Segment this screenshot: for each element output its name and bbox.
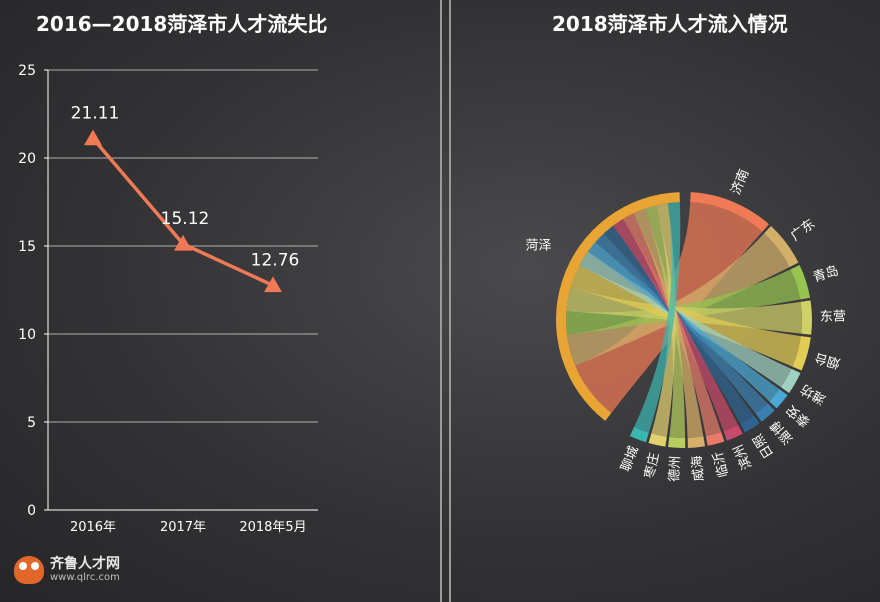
chord-ribbon: [651, 203, 676, 437]
chord-ribbon: [644, 205, 686, 438]
line-chart: 0 5 10 15 20 25 2016年 2017年 2018年5月 21.11 15.12 12.…: [18, 63, 318, 535]
target-label: 威海: [690, 455, 707, 482]
data-point-marker: [264, 276, 282, 293]
source-arc: [556, 192, 680, 421]
target-label: 淄博: [768, 417, 796, 446]
target-label: 枣庄: [641, 451, 662, 480]
logo-url: www.qlrc.com: [50, 572, 120, 583]
x-tick-label: 2016年: [70, 520, 116, 535]
target-arc: [764, 226, 799, 268]
panel-divider: [449, 0, 451, 602]
data-label: 21.11: [71, 103, 120, 123]
target-label: 泰安: [784, 401, 814, 429]
target-label: 滨州: [730, 442, 755, 472]
target-arc: [800, 300, 812, 335]
target-label: 广东: [788, 217, 818, 245]
target-label: 德州: [667, 455, 683, 482]
y-tick-label: 0: [27, 503, 36, 519]
chord-ribbon: [566, 269, 801, 335]
chord-ribbon: [633, 208, 704, 438]
y-tick-label: 20: [18, 151, 36, 167]
target-arc: [668, 437, 686, 448]
target-arc: [780, 368, 801, 393]
target-label: 潍坊: [799, 381, 829, 407]
logo: 齐鲁人才网 www.qlrc.com: [14, 556, 120, 584]
target-arc: [755, 403, 775, 422]
y-tick-label: 15: [18, 239, 36, 255]
left-chart-title: 2016—2018菏泽市人才流失比: [36, 12, 328, 36]
target-arc: [769, 389, 788, 409]
target-arc: [648, 433, 667, 447]
target-arc: [629, 426, 649, 443]
target-label: 青岛: [811, 263, 841, 286]
right-chart-title: 2018菏泽市人才流入情况: [552, 12, 788, 36]
target-arc: [790, 265, 811, 300]
target-label: 日照: [750, 431, 777, 461]
target-label: 济南: [728, 167, 753, 197]
target-label: 聊城: [619, 444, 642, 474]
target-arc: [740, 415, 760, 433]
x-tick-label: 2017年: [160, 520, 206, 535]
logo-name: 齐鲁人才网: [50, 556, 120, 572]
target-label: 东营: [820, 309, 846, 324]
frog-logo-icon: [14, 556, 44, 584]
y-tick-label: 25: [18, 63, 36, 79]
target-arc: [723, 424, 743, 441]
data-label: 12.76: [251, 250, 300, 270]
y-tick-label: 5: [27, 415, 36, 431]
target-label: 烟台: [813, 349, 842, 370]
target-label: 临沂: [711, 450, 732, 479]
target-arc: [687, 436, 706, 448]
target-arc: [705, 431, 725, 446]
data-point-marker: [84, 129, 102, 146]
target-arc: [690, 192, 769, 232]
target-arc: [792, 336, 811, 371]
data-point-marker: [174, 234, 192, 251]
panel-divider: [440, 0, 442, 602]
chord-ribbon: [566, 233, 790, 366]
chord-ribbon: [622, 213, 722, 436]
x-tick-label: 2018年5月: [239, 520, 306, 535]
chord-ribbon: [634, 202, 681, 433]
chord-ribbon: [612, 219, 739, 432]
y-tick-label: 10: [18, 327, 36, 343]
source-label: 菏泽: [526, 239, 552, 254]
data-label: 15.12: [161, 209, 210, 229]
